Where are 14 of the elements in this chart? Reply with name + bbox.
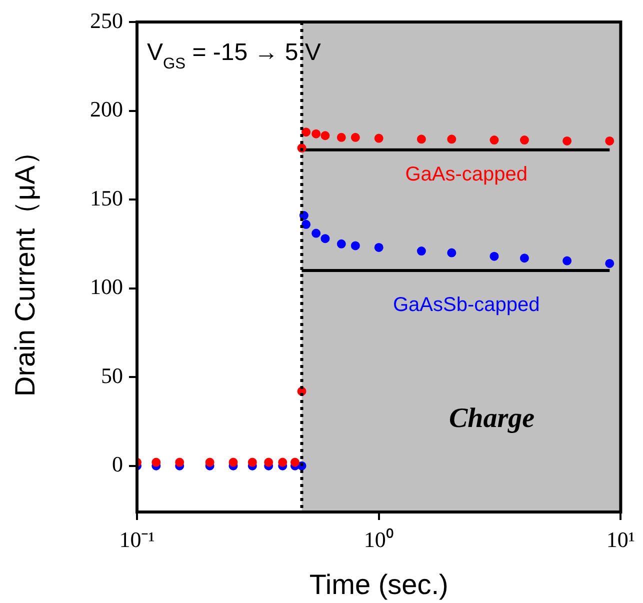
x-tick-label: 10⁰ [364, 526, 394, 552]
x-axis-title: Time (sec.) [309, 568, 448, 600]
y-tick-label: 200 [90, 96, 123, 122]
y-tick-label: 150 [90, 185, 123, 210]
x-tick-label: 10¹ [606, 526, 636, 552]
x-tick-label: 10⁻¹ [119, 526, 155, 552]
y-tick-label: 100 [90, 274, 123, 300]
y-tick-label: 250 [90, 8, 123, 33]
annotation: Charge [449, 403, 535, 434]
series-label: GaAsSb-capped [392, 294, 540, 316]
y-axis-title: Drain Current（μA） [10, 138, 41, 396]
y-tick-label: 50 [101, 362, 123, 388]
y-tick-label: 0 [112, 452, 123, 477]
series-label: GaAs-capped [405, 163, 528, 186]
